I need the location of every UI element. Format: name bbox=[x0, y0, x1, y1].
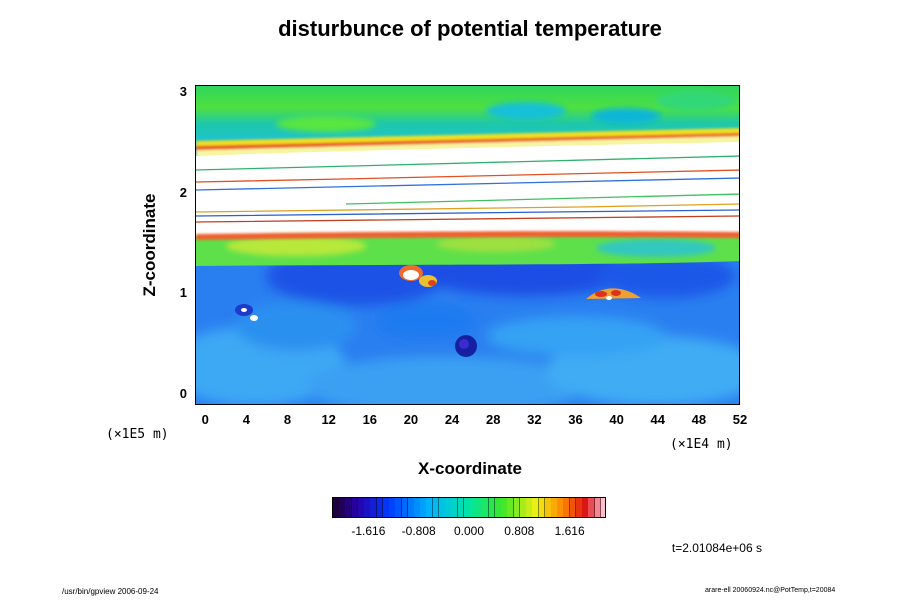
x-tick-label: 48 bbox=[691, 412, 707, 427]
chart-title: disturbunce of potential temperature bbox=[278, 16, 662, 41]
colorbar-tick-label: 0.808 bbox=[504, 524, 535, 538]
time-annotation: t=2.01084e+06 s bbox=[671, 541, 762, 555]
x-tick-label: 44 bbox=[650, 412, 665, 427]
x-tick-label: 12 bbox=[321, 412, 336, 427]
colorbar-tick-label: 0.000 bbox=[453, 524, 485, 538]
y-tick-label: 0 bbox=[179, 386, 187, 401]
y-axis-factor: (×1E5 m) bbox=[106, 427, 169, 442]
thermal-ridge bbox=[586, 288, 641, 300]
footer-command: /usr/bin/gpview 2006-09-24 bbox=[62, 587, 159, 596]
colorbar-tick-label: -0.808 bbox=[401, 524, 436, 538]
local-anomaly bbox=[235, 304, 258, 321]
x-tick-label: 28 bbox=[485, 412, 501, 427]
x-axis-label: X-coordinate bbox=[418, 459, 522, 478]
x-tick-label: 36 bbox=[568, 412, 583, 427]
x-tick-label: 40 bbox=[609, 412, 624, 427]
y-axis-label: Z-coordinate bbox=[140, 193, 159, 297]
y-tick-label: 3 bbox=[179, 84, 187, 99]
x-tick-label: 52 bbox=[732, 412, 748, 427]
colorbar-segment bbox=[600, 498, 605, 517]
x-tick-label: 20 bbox=[403, 412, 419, 427]
y-tick-label: 2 bbox=[179, 185, 187, 200]
heatmap-plot-area bbox=[195, 85, 740, 405]
y-tick-label: 1 bbox=[179, 285, 187, 300]
x-tick-label: 32 bbox=[527, 412, 542, 427]
footer-source: arare-ell 20060924.nc@PotTemp,t=20084 bbox=[705, 587, 836, 594]
colorbar-tick-label: -1.616 bbox=[351, 524, 386, 538]
x-tick-label: 4 bbox=[242, 412, 251, 427]
x-tick-label: 24 bbox=[444, 412, 460, 427]
x-axis-factor: (×1E4 m) bbox=[670, 437, 733, 452]
thermal-plume bbox=[399, 265, 437, 287]
x-tick-label: 8 bbox=[283, 412, 292, 427]
colorbar bbox=[332, 497, 606, 518]
x-tick-label: 16 bbox=[362, 412, 378, 427]
colorbar-tick-label: 1.616 bbox=[554, 524, 585, 538]
heatmap-field bbox=[196, 86, 739, 404]
x-tick-label: 0 bbox=[201, 412, 209, 427]
cold-vortex bbox=[455, 335, 477, 357]
